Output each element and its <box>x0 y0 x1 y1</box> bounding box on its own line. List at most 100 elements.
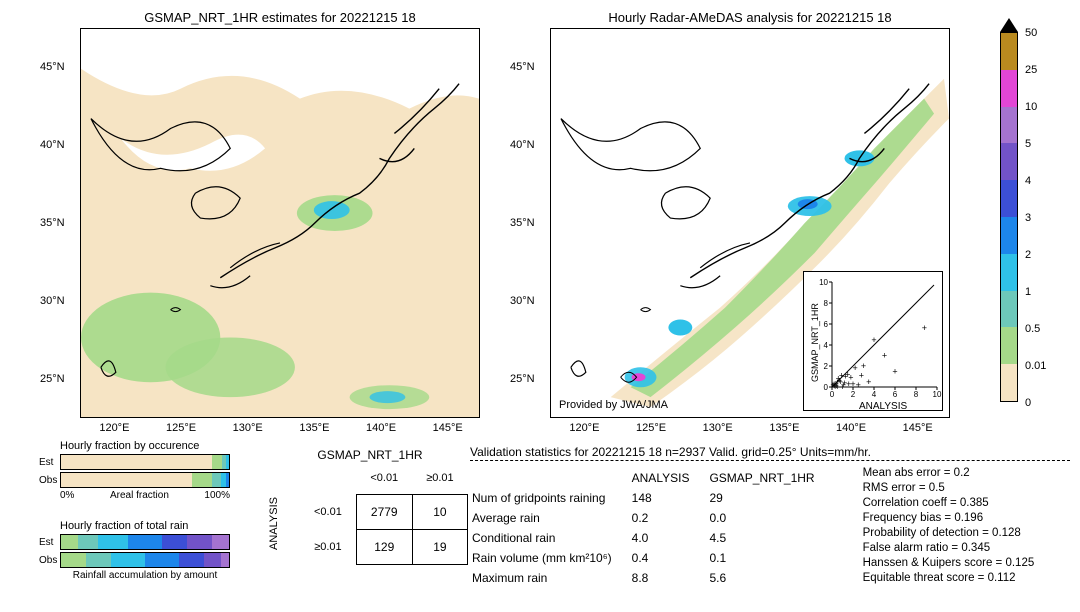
svg-text:2: 2 <box>851 390 856 399</box>
ctable-title: GSMAP_NRT_1HR <box>300 448 440 462</box>
hbar-occ-xlo: 0% <box>60 490 74 501</box>
colorbar-tick: 3 <box>1025 212 1031 224</box>
ctable-c10: 129 <box>356 530 412 565</box>
ctable-yaxis-label: ANALYSIS <box>268 497 280 550</box>
ctable-c00: 2779 <box>356 495 412 530</box>
ctable-c01: 10 <box>412 495 467 530</box>
hbar-occ-est: Est <box>60 454 230 470</box>
hbar-occ-xhi: 100% <box>204 490 230 501</box>
axis-tick: 40°N <box>510 139 535 151</box>
val-row-label: Conditional rain <box>472 529 630 547</box>
scatter-inset: ++++++++++++++++++++++++++++++0022446688… <box>803 271 943 411</box>
val-row-a: 8.8 <box>632 569 708 587</box>
svg-text:4: 4 <box>824 341 829 350</box>
axis-tick: 140°E <box>366 422 396 434</box>
validation-stats: Validation statistics for 20221215 18 n=… <box>470 445 1070 589</box>
colorbar-tick: 50 <box>1025 27 1037 39</box>
val-row-label: Maximum rain <box>472 569 630 587</box>
hbar-rain-xlab: Rainfall accumulation by amount <box>60 570 230 581</box>
ctable-row0: <0.01 <box>300 495 356 530</box>
contingency-table: <0.01≥0.01 <0.01277910 ≥0.0112919 <box>300 462 468 565</box>
svg-text:+: + <box>882 351 887 361</box>
axis-tick: 40°N <box>40 139 65 151</box>
hbar-occ-row0: Est <box>39 457 53 468</box>
svg-text:8: 8 <box>914 390 919 399</box>
colorbar-tri-top <box>1000 18 1018 32</box>
val-row-a: 0.2 <box>632 509 708 527</box>
hbar-rain-row1: Obs <box>39 555 57 566</box>
map-right-title: Hourly Radar-AMeDAS analysis for 2022121… <box>550 10 950 25</box>
axis-tick: 30°N <box>510 295 535 307</box>
val-right-line: False alarm ratio = 0.345 <box>863 542 1035 554</box>
axis-tick: 145°E <box>903 422 933 434</box>
val-row-b: 5.6 <box>709 569 832 587</box>
colorbar-tick: 0.5 <box>1025 323 1040 335</box>
axis-tick: 25°N <box>40 373 65 385</box>
map-left-title: GSMAP_NRT_1HR estimates for 20221215 18 <box>80 10 480 25</box>
val-row-label: Average rain <box>472 509 630 527</box>
map-left-svg <box>81 29 479 417</box>
axis-tick: 130°E <box>703 422 733 434</box>
axis-tick: 30°N <box>40 295 65 307</box>
colorbar-tick: 25 <box>1025 64 1037 76</box>
hbar-occ-title: Hourly fraction by occurence <box>60 440 230 452</box>
ctable-col0: <0.01 <box>356 462 412 495</box>
scatter-ylabel: GSMAP_NRT_1HR <box>810 303 820 382</box>
axis-tick: 120°E <box>569 422 599 434</box>
hbar-totalrain: Hourly fraction of total rain Est Obs Ra… <box>60 520 230 581</box>
svg-text:8: 8 <box>824 299 829 308</box>
ctable-c11: 19 <box>412 530 467 565</box>
svg-text:+: + <box>866 377 871 387</box>
svg-text:+: + <box>856 380 861 390</box>
svg-text:6: 6 <box>893 390 898 399</box>
colorbar-tick: 2 <box>1025 249 1031 261</box>
val-row-b: 4.5 <box>709 529 832 547</box>
validation-table: ANALYSISGSMAP_NRT_1HR Num of gridpoints … <box>470 467 835 589</box>
axis-tick: 35°N <box>510 217 535 229</box>
axis-tick: 125°E <box>166 422 196 434</box>
svg-text:10: 10 <box>819 278 828 287</box>
hbar-rain-title: Hourly fraction of total rain <box>60 520 230 532</box>
colorbar-tick: 1 <box>1025 286 1031 298</box>
colorbar-tick: 5 <box>1025 138 1031 150</box>
hbar-occ-obs: Obs <box>60 472 230 488</box>
val-row-a: 148 <box>632 489 708 507</box>
val-right-line: Hanssen & Kuipers score = 0.125 <box>863 557 1035 569</box>
axis-tick: 145°E <box>433 422 463 434</box>
val-row-b: 0.0 <box>709 509 832 527</box>
val-right-line: Correlation coeff = 0.385 <box>863 497 1035 509</box>
provided-by-label: Provided by JWA/JMA <box>559 399 668 411</box>
axis-tick: 45°N <box>40 61 65 73</box>
axis-tick: 125°E <box>636 422 666 434</box>
val-colh-0: ANALYSIS <box>632 469 708 487</box>
colorbar-tick: 0 <box>1025 397 1031 409</box>
hbar-rain-est: Est <box>60 534 230 550</box>
val-colh-1: GSMAP_NRT_1HR <box>709 469 832 487</box>
ctable-col1: ≥0.01 <box>412 462 467 495</box>
hbar-occ-xlab: Areal fraction <box>110 490 169 501</box>
hbar-occurence: Hourly fraction by occurence Est Obs 0% … <box>60 440 230 501</box>
axis-tick: 35°N <box>40 217 65 229</box>
svg-text:+: + <box>922 323 927 333</box>
val-right-line: Frequency bias = 0.196 <box>863 512 1035 524</box>
colorbar-tick: 10 <box>1025 101 1037 113</box>
val-right-line: Equitable threat score = 0.112 <box>863 572 1035 584</box>
val-right-line: Probability of detection = 0.128 <box>863 527 1035 539</box>
svg-text:6: 6 <box>824 320 829 329</box>
hbar-rain-row0: Est <box>39 537 53 548</box>
svg-text:+: + <box>892 366 897 376</box>
axis-tick: 45°N <box>510 61 535 73</box>
axis-tick: 140°E <box>836 422 866 434</box>
axis-tick: 120°E <box>99 422 129 434</box>
map-left-panel <box>80 28 480 418</box>
val-row-label: Num of gridpoints raining <box>472 489 630 507</box>
svg-text:0: 0 <box>830 390 835 399</box>
axis-tick: 135°E <box>299 422 329 434</box>
svg-text:2: 2 <box>824 362 829 371</box>
val-right-line: RMS error = 0.5 <box>863 482 1035 494</box>
validation-right-col: Mean abs error = 0.2RMS error = 0.5Corre… <box>863 467 1035 589</box>
ctable-row1: ≥0.01 <box>300 530 356 565</box>
axis-tick: 130°E <box>233 422 263 434</box>
validation-title: Validation statistics for 20221215 18 n=… <box>470 445 1070 459</box>
svg-text:4: 4 <box>872 390 877 399</box>
